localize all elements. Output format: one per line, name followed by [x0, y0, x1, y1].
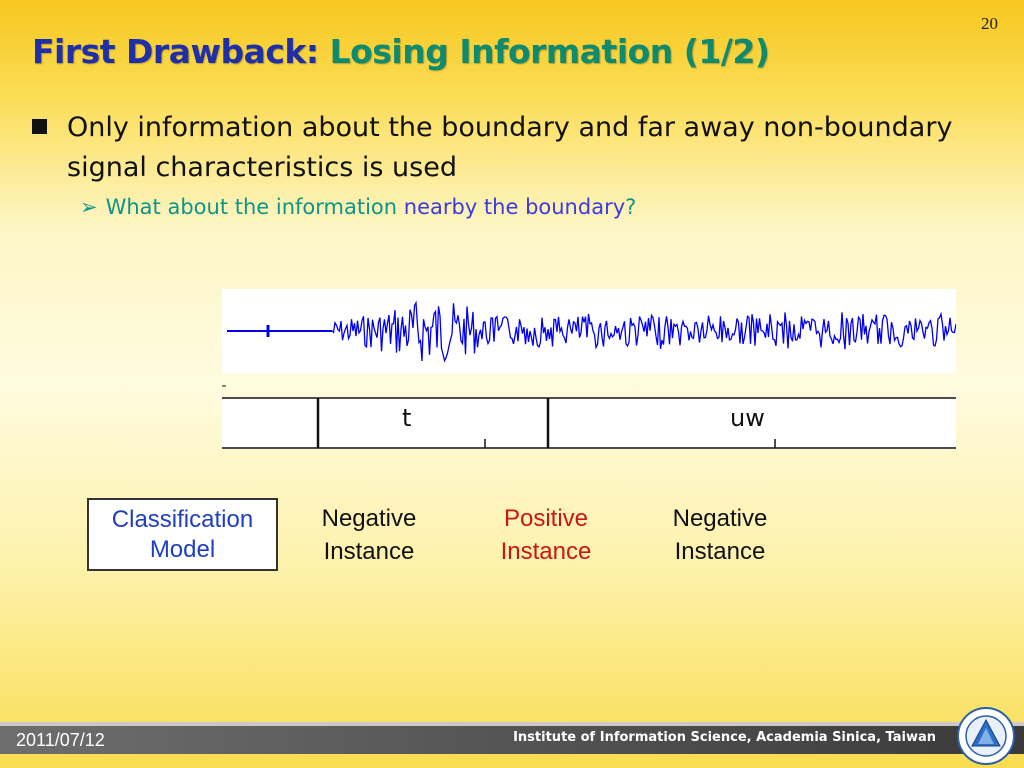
sub-bullet: ➢ What about the information nearby the b…	[80, 195, 636, 219]
classification-model-box: Classification Model	[87, 498, 278, 571]
waveform-signal	[331, 300, 956, 363]
slide-number: 20	[981, 14, 998, 33]
footer-bar: 2011/07/12 Institute of Information Scie…	[0, 722, 1024, 768]
instance-label-line-1: Negative	[321, 505, 417, 532]
segment-label-uw: uw	[730, 404, 765, 432]
bullet-point: Only information about the boundary and …	[32, 108, 962, 188]
title-part-2: Losing Information (1/2)	[329, 32, 770, 71]
footer-band	[0, 726, 1024, 754]
sub-bullet-text-3: ?	[625, 195, 637, 219]
sub-bullet-highlight: nearby the boundary	[403, 195, 626, 219]
label-track-background	[222, 397, 956, 449]
instance-label-line-1: Negative	[672, 505, 768, 532]
sub-bullet-text-1: What about the information	[105, 195, 398, 219]
waveform-figure	[222, 289, 956, 449]
segment-label-t: t	[402, 404, 412, 432]
negative-instance-left: Negative Instance	[306, 502, 432, 568]
negative-instance-right: Negative Instance	[657, 502, 783, 568]
footer-institute: Institute of Information Science, Academ…	[513, 730, 936, 745]
instance-label-line-2: Instance	[323, 538, 415, 565]
slide-title: First Drawback: Losing Information (1/2)	[32, 32, 770, 71]
academia-sinica-logo-icon	[957, 707, 1015, 765]
arrow-bullet-icon: ➢	[80, 195, 98, 219]
footer-highlight	[0, 722, 1024, 726]
waveform-svg	[222, 289, 956, 449]
instance-label-line-2: Instance	[500, 538, 592, 565]
model-label-line-1: Classification	[111, 505, 254, 533]
positive-instance: Positive Instance	[483, 502, 609, 568]
model-label-line-2: Model	[149, 535, 216, 563]
square-bullet-icon	[32, 119, 47, 134]
footer-date: 2011/07/12	[16, 730, 105, 750]
title-part-1: First Drawback:	[32, 32, 319, 71]
instance-label-line-1: Positive	[503, 505, 589, 532]
instance-label-line-2: Instance	[674, 538, 766, 565]
bullet-text: Only information about the boundary and …	[67, 112, 953, 183]
